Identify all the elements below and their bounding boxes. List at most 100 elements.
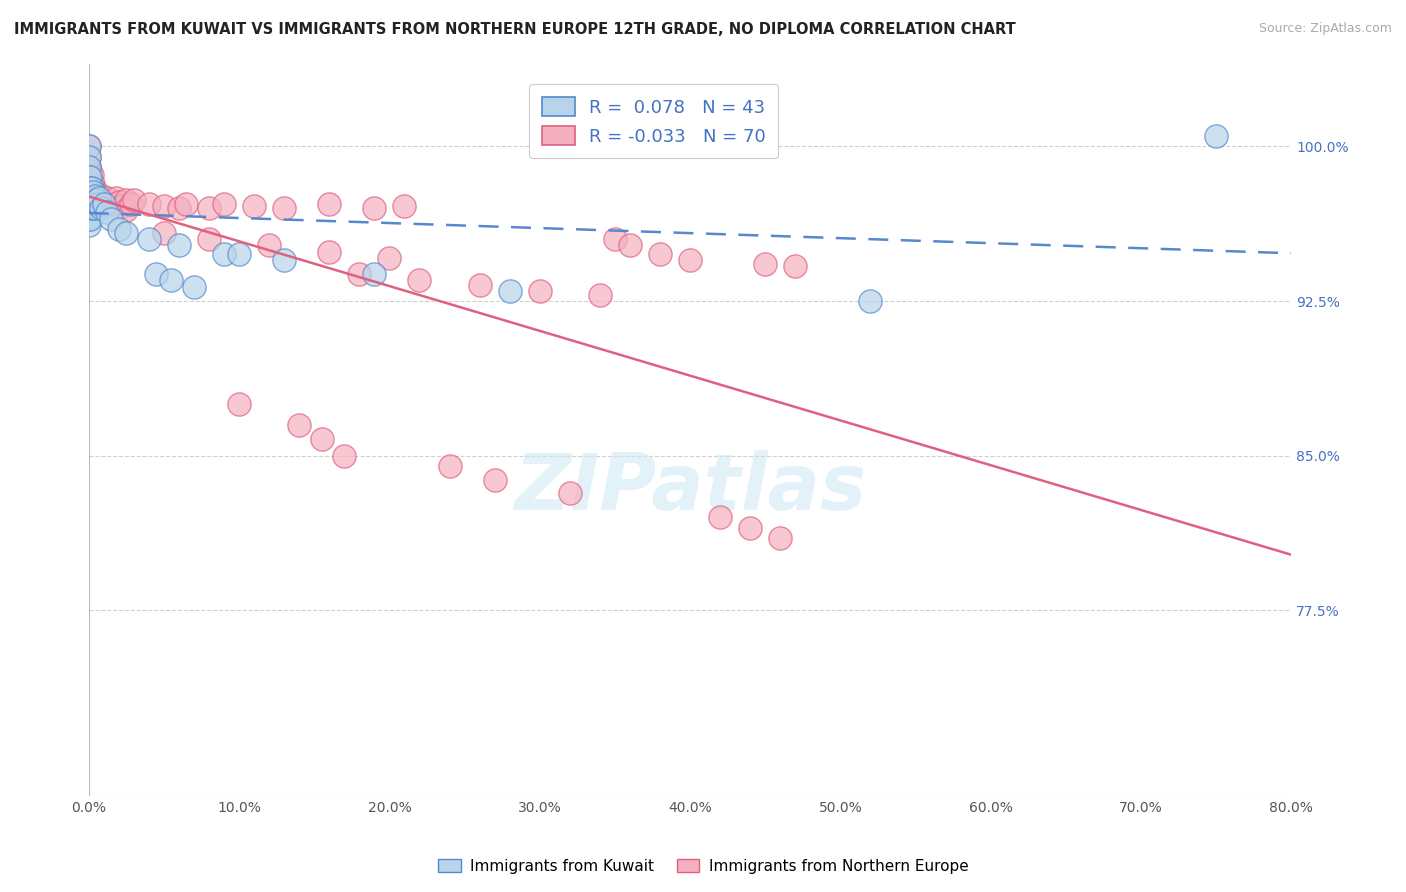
Point <box>80 193 103 207</box>
Point <box>648 246 671 260</box>
Point <box>79 202 101 216</box>
Point <box>77 139 100 153</box>
Point <box>79 180 101 194</box>
Point <box>100 197 122 211</box>
Point <box>153 199 176 213</box>
Point <box>198 202 221 216</box>
Point <box>243 199 266 213</box>
Point <box>378 251 401 265</box>
Text: Source: ZipAtlas.com: Source: ZipAtlas.com <box>1258 22 1392 36</box>
Point <box>349 267 371 281</box>
Point <box>107 222 129 236</box>
Point <box>709 510 731 524</box>
Point <box>77 139 100 153</box>
Point <box>84 186 107 201</box>
Legend: R =  0.078   N = 43, R = -0.033   N = 70: R = 0.078 N = 43, R = -0.033 N = 70 <box>530 84 779 158</box>
Point <box>84 193 107 207</box>
Point <box>77 202 100 216</box>
Point <box>115 203 138 218</box>
Point <box>498 284 520 298</box>
Point <box>91 189 114 203</box>
Point <box>138 197 160 211</box>
Point <box>484 474 506 488</box>
Point <box>87 191 110 205</box>
Point <box>90 202 112 216</box>
Point <box>77 160 100 174</box>
Point <box>77 205 100 219</box>
Point <box>228 246 250 260</box>
Point <box>77 180 100 194</box>
Point <box>82 191 104 205</box>
Point <box>439 458 461 473</box>
Point <box>90 199 112 213</box>
Point <box>87 197 110 211</box>
Point <box>77 150 100 164</box>
Point <box>115 193 138 207</box>
Point <box>122 193 145 207</box>
Point <box>79 185 101 199</box>
Point <box>79 197 101 211</box>
Point <box>77 180 100 194</box>
Point <box>82 185 104 199</box>
Point <box>107 195 129 210</box>
Point <box>77 218 100 232</box>
Point <box>754 257 776 271</box>
Point <box>198 232 221 246</box>
Point <box>212 246 235 260</box>
Point <box>77 211 100 226</box>
Point <box>468 277 491 292</box>
Point <box>311 432 333 446</box>
Point <box>79 191 101 205</box>
Point <box>80 191 103 205</box>
Text: ZIPatlas: ZIPatlas <box>515 450 866 526</box>
Point <box>83 202 105 216</box>
Point <box>89 195 111 210</box>
Point <box>104 191 127 205</box>
Point <box>84 199 107 213</box>
Point <box>619 238 641 252</box>
Point <box>785 259 807 273</box>
Point <box>212 197 235 211</box>
Point <box>77 197 100 211</box>
Text: IMMIGRANTS FROM KUWAIT VS IMMIGRANTS FROM NORTHERN EUROPE 12TH GRADE, NO DIPLOMA: IMMIGRANTS FROM KUWAIT VS IMMIGRANTS FRO… <box>14 22 1015 37</box>
Point <box>394 199 416 213</box>
Point <box>96 205 118 219</box>
Point <box>80 169 103 183</box>
Point <box>115 226 138 240</box>
Point <box>859 294 882 309</box>
Point <box>257 238 280 252</box>
Point <box>77 170 100 185</box>
Point <box>79 170 101 185</box>
Point <box>79 211 101 226</box>
Point <box>363 267 385 281</box>
Point <box>138 232 160 246</box>
Point <box>589 288 612 302</box>
Point <box>89 191 111 205</box>
Legend: Immigrants from Kuwait, Immigrants from Northern Europe: Immigrants from Kuwait, Immigrants from … <box>432 853 974 880</box>
Point <box>176 197 198 211</box>
Point <box>93 195 115 210</box>
Point <box>740 521 762 535</box>
Point <box>83 195 105 210</box>
Point <box>769 531 792 545</box>
Point <box>100 211 122 226</box>
Point <box>318 197 340 211</box>
Point <box>558 485 581 500</box>
Point <box>318 244 340 259</box>
Point <box>80 180 103 194</box>
Point <box>82 197 104 211</box>
Point <box>111 199 134 213</box>
Point <box>120 197 142 211</box>
Point <box>83 183 105 197</box>
Point <box>333 449 356 463</box>
Point <box>82 177 104 191</box>
Point <box>153 226 176 240</box>
Point <box>80 180 103 194</box>
Point <box>288 417 311 432</box>
Point <box>77 191 100 205</box>
Point <box>1205 129 1227 144</box>
Point <box>167 238 190 252</box>
Point <box>83 189 105 203</box>
Point <box>603 232 626 246</box>
Point <box>183 279 205 293</box>
